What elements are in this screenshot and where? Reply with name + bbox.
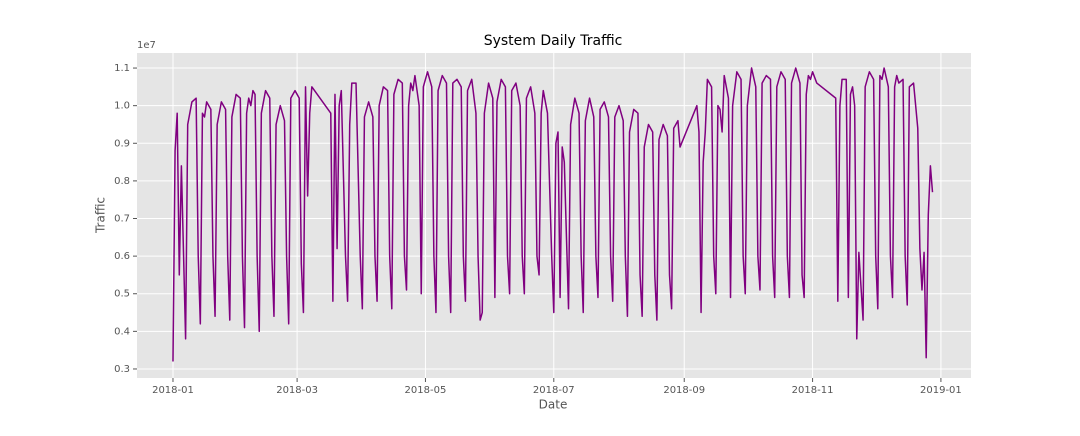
y-tick-label: 0.9 [114,138,130,149]
y-tick-label: 1.0 [114,101,130,112]
y-axis-label: Traffic [94,197,108,234]
y-tick-label: 0.4 [114,326,130,337]
x-tick-label: 2018-11 [792,385,834,396]
x-tick-label: 2019-01 [920,385,962,396]
x-tick-label: 2018-09 [663,385,705,396]
y-tick-label: 0.7 [114,214,130,225]
x-tick-label: 2018-07 [533,385,575,396]
y-tick-label: 1.1 [114,63,130,74]
chart-title: System Daily Traffic [484,33,623,49]
x-tick-label: 2018-05 [405,385,447,396]
y-tick-label: 0.3 [114,364,130,375]
x-tick-label: 2018-01 [152,385,194,396]
y-tick-label: 0.8 [114,176,130,187]
traffic-line [172,67,934,362]
x-tick-label: 2018-03 [276,385,318,396]
y-tick-label: 0.5 [114,289,130,300]
y-tick-label: 0.6 [114,251,130,262]
y-offset-label: 1e7 [137,40,156,51]
x-axis-label: Date [539,398,568,412]
